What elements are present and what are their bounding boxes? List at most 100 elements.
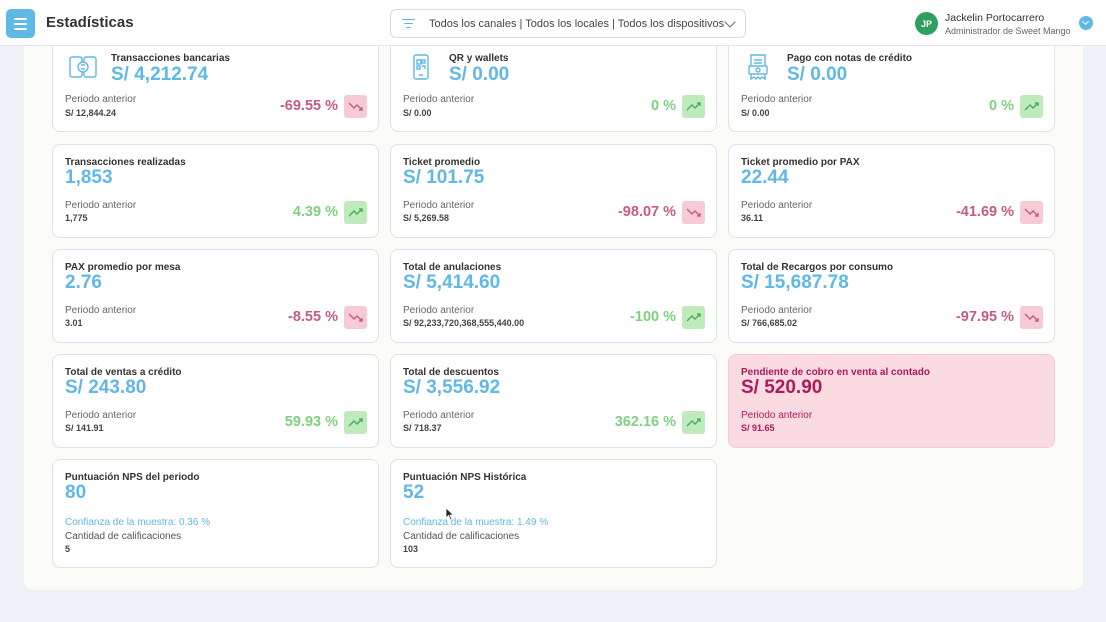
filter-icon	[402, 18, 415, 29]
card-value: S/ 4,212.74	[111, 64, 209, 85]
card-title: Total de Recargos por consumo	[741, 262, 894, 273]
change-percent: -69.55 %	[279, 98, 338, 114]
card-value: S/ 5,414.60	[403, 272, 501, 293]
card-title: QR y wallets	[449, 53, 509, 64]
bank-transfer-icon	[69, 56, 97, 78]
qr-phone-icon	[413, 54, 429, 80]
card-value: 52	[403, 482, 425, 503]
change-percent: 59.93 %	[284, 414, 338, 430]
card-title: Puntuación NPS del periodo	[65, 472, 200, 483]
card-title: Pendiente de cobro en venta al contado	[741, 367, 930, 378]
ratings-count: 5	[65, 544, 71, 554]
ratings-count-label: Cantidad de calificaciones	[65, 531, 182, 542]
card-qr-wallets: QR y wallets S/ 0.00 Periodo anterior S/…	[390, 46, 717, 132]
trend-down-icon	[682, 201, 705, 224]
card-pending-cash-sales: Pendiente de cobro en venta al contado S…	[728, 354, 1055, 448]
change-percent: 362.16 %	[614, 414, 676, 430]
trend-down-icon	[1020, 306, 1043, 329]
prev-value: S/ 12,844.24	[65, 108, 117, 118]
user-menu-chevron-icon[interactable]	[1079, 16, 1093, 30]
card-bank-transactions: Transacciones bancarias S/ 4,212.74 Peri…	[52, 46, 379, 132]
card-surcharges: Total de Recargos por consumo S/ 15,687.…	[728, 249, 1055, 343]
prev-value: S/ 718.37	[403, 423, 442, 433]
stats-panel: Transacciones bancarias S/ 4,212.74 Peri…	[24, 46, 1083, 590]
change-percent: 4.39 %	[292, 204, 338, 220]
prev-value: S/ 0.00	[403, 108, 432, 118]
prev-label: Periodo anterior	[403, 200, 475, 211]
card-value: S/ 101.75	[403, 167, 485, 188]
change-percent: 0 %	[989, 98, 1014, 114]
trend-down-icon	[344, 306, 367, 329]
card-nps-historic: Puntuación NPS Histórica 52 Confianza de…	[390, 459, 717, 568]
prev-value: S/ 766,685.02	[741, 318, 798, 328]
card-value: S/ 15,687.78	[741, 272, 849, 293]
card-title: PAX promedio por mesa	[65, 262, 181, 273]
prev-label: Periodo anterior	[741, 305, 813, 316]
menu-icon	[14, 17, 27, 20]
trend-up-icon	[682, 411, 705, 434]
change-percent: 0 %	[651, 98, 676, 114]
prev-value: S/ 0.00	[741, 108, 770, 118]
card-value: S/ 520.90	[741, 377, 823, 398]
prev-label: Periodo anterior	[65, 305, 137, 316]
prev-value: 1,775	[65, 213, 88, 223]
filter-dropdown[interactable]: Todos los canales | Todos los locales | …	[390, 9, 746, 38]
card-title: Total de anulaciones	[403, 262, 502, 273]
card-title: Transacciones realizadas	[65, 157, 186, 168]
ratings-count: 103	[403, 544, 419, 554]
trend-up-icon	[1020, 95, 1043, 118]
prev-value: 3.01	[65, 318, 83, 328]
card-title: Ticket promedio	[403, 157, 481, 168]
card-title: Total de descuentos	[403, 367, 499, 378]
receipt-icon	[748, 54, 768, 81]
card-value: S/ 0.00	[787, 64, 848, 85]
trend-up-icon	[344, 201, 367, 224]
trend-up-icon	[682, 306, 705, 329]
card-average-ticket: Ticket promedio S/ 101.75 Periodo anteri…	[390, 144, 717, 238]
change-percent: -8.55 %	[288, 309, 338, 325]
change-percent: -97.95 %	[955, 309, 1014, 325]
ratings-count-label: Cantidad de calificaciones	[403, 531, 520, 542]
prev-label: Periodo anterior	[741, 200, 813, 211]
card-transactions: Transacciones realizadas 1,853 Periodo a…	[52, 144, 379, 238]
prev-label: Periodo anterior	[741, 94, 813, 105]
prev-label: Periodo anterior	[65, 200, 137, 211]
change-percent: -100 %	[630, 309, 676, 325]
change-percent: -98.07 %	[617, 204, 676, 220]
card-title: Ticket promedio por PAX	[741, 157, 860, 168]
trend-up-icon	[344, 411, 367, 434]
sample-confidence: Confianza de la muestra: 0.36 %	[65, 517, 211, 528]
user-role: Administrador de Sweet Mango	[945, 26, 1071, 36]
chevron-down-icon	[724, 16, 736, 28]
card-credit-sales: Total de ventas a crédito S/ 243.80 Peri…	[52, 354, 379, 448]
card-title: Total de ventas a crédito	[65, 367, 182, 378]
card-value: 1,853	[65, 167, 113, 188]
card-nps-period: Puntuación NPS del periodo 80 Confianza …	[52, 459, 379, 568]
prev-label: Periodo anterior	[403, 305, 475, 316]
card-value: S/ 243.80	[65, 377, 147, 398]
prev-value: S/ 141.91	[65, 423, 104, 433]
mouse-cursor-icon	[445, 507, 455, 521]
prev-label: Periodo anterior	[741, 410, 813, 421]
prev-label: Periodo anterior	[65, 410, 137, 421]
user-name: Jackelin Portocarrero	[945, 12, 1045, 24]
card-value: S/ 0.00	[449, 64, 510, 85]
prev-label: Periodo anterior	[65, 94, 137, 105]
trend-up-icon	[682, 95, 705, 118]
trend-down-icon	[344, 95, 367, 118]
avatar[interactable]: JP	[915, 12, 938, 35]
card-discounts: Total de descuentos S/ 3,556.92 Periodo …	[390, 354, 717, 448]
prev-label: Periodo anterior	[403, 410, 475, 421]
card-ticket-per-pax: Ticket promedio por PAX 22.44 Periodo an…	[728, 144, 1055, 238]
card-title: Pago con notas de crédito	[787, 53, 913, 64]
card-title: Transacciones bancarias	[111, 53, 230, 64]
sample-confidence: Confianza de la muestra: 1.49 %	[403, 517, 549, 528]
card-title: Puntuación NPS Histórica	[403, 472, 527, 483]
prev-label: Periodo anterior	[403, 94, 475, 105]
hamburger-menu-button[interactable]	[6, 9, 35, 38]
card-pax-per-table: PAX promedio por mesa 2.76 Periodo anter…	[52, 249, 379, 343]
change-percent: -41.69 %	[955, 204, 1014, 220]
card-cancellations: Total de anulaciones S/ 5,414.60 Periodo…	[390, 249, 717, 343]
prev-value: 36.11	[741, 213, 764, 223]
filter-label: Todos los canales | Todos los locales | …	[429, 17, 725, 30]
